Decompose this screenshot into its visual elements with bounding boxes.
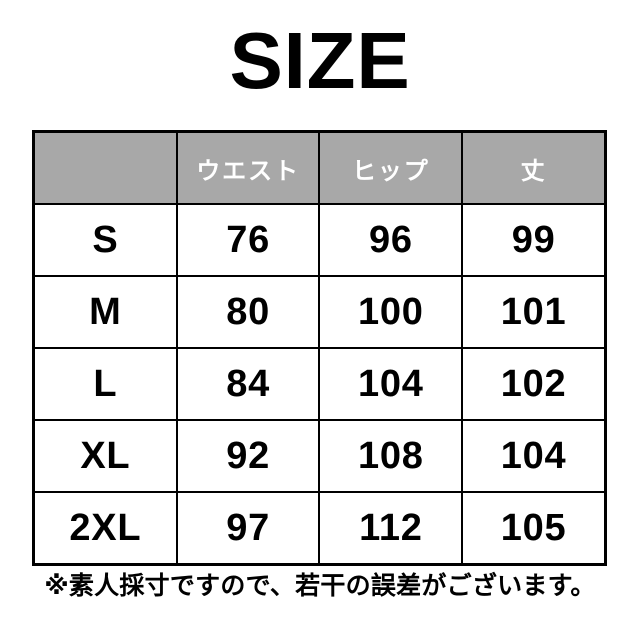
size-table: ウエスト ヒップ 丈 S 76 96 99 M 80 100 101 L 84 …	[32, 130, 607, 566]
length-value-cell: 99	[461, 203, 607, 277]
size-label-cell: 2XL	[32, 491, 178, 566]
hip-value-cell: 96	[318, 203, 464, 277]
waist-value-cell: 76	[175, 203, 321, 277]
size-table-body: S 76 96 99 M 80 100 101 L 84 104 102 XL …	[32, 203, 607, 566]
size-label-cell: S	[32, 203, 178, 277]
hip-value-cell: 104	[318, 347, 464, 421]
length-value-cell: 101	[461, 275, 607, 349]
hip-value-cell: 108	[318, 419, 464, 493]
waist-value-cell: 97	[175, 491, 321, 566]
hip-value-cell: 100	[318, 275, 464, 349]
table-row-m: M 80 100 101	[32, 275, 607, 349]
length-value-cell: 104	[461, 419, 607, 493]
header-cell-waist: ウエスト	[175, 130, 321, 205]
table-row-xl: XL 92 108 104	[32, 419, 607, 493]
size-label-cell: M	[32, 275, 178, 349]
size-table-header: ウエスト ヒップ 丈	[32, 130, 607, 205]
waist-value-cell: 92	[175, 419, 321, 493]
page-title: SIZE	[229, 16, 411, 105]
size-label-cell: XL	[32, 419, 178, 493]
table-row-2xl: 2XL 97 112 105	[32, 491, 607, 566]
length-value-cell: 102	[461, 347, 607, 421]
size-label-cell: L	[32, 347, 178, 421]
table-row-l: L 84 104 102	[32, 347, 607, 421]
hip-value-cell: 112	[318, 491, 464, 566]
length-value-cell: 105	[461, 491, 607, 566]
header-cell-length: 丈	[461, 130, 607, 205]
waist-value-cell: 84	[175, 347, 321, 421]
measurement-disclaimer: ※素人採寸ですので、若干の誤差がございます。	[44, 572, 596, 600]
table-row-s: S 76 96 99	[32, 203, 607, 277]
table-header-row: ウエスト ヒップ 丈	[32, 130, 607, 205]
waist-value-cell: 80	[175, 275, 321, 349]
header-cell-hip: ヒップ	[318, 130, 464, 205]
header-cell-blank	[32, 130, 178, 205]
